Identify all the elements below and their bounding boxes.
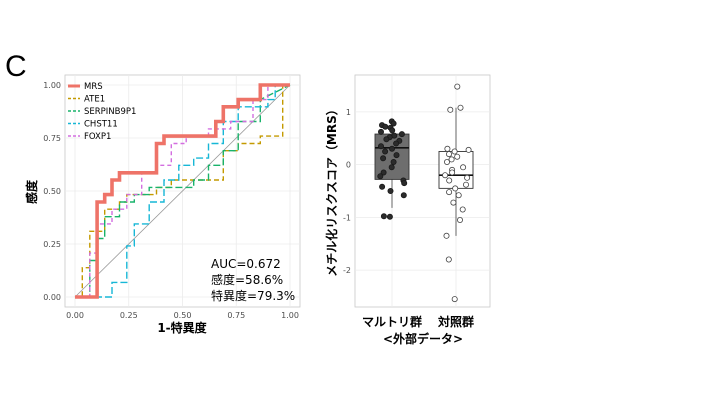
boxplot-series: [374, 83, 474, 303]
boxplot-point: [393, 152, 400, 159]
roc-x-tick-label: 0.25: [120, 311, 138, 320]
roc-series-lines: [75, 83, 291, 299]
roc-x-tick-label: 1.00: [281, 311, 299, 320]
legend-label-mrs: MRS: [84, 82, 103, 92]
boxplot-point: [451, 148, 458, 155]
boxplot-point: [456, 216, 463, 223]
boxplot-category-label-1: 対照群: [437, 314, 474, 329]
boxplot-y-tick-label: -1: [343, 213, 351, 222]
roc-y-tick-label: 0.50: [43, 187, 61, 196]
boxplot-point: [390, 120, 397, 127]
boxplot-y-tick-label: 0: [346, 161, 351, 170]
legend-label-chst11: CHST11: [84, 120, 118, 130]
boxplot-point: [380, 169, 387, 176]
boxplot-point: [377, 128, 384, 135]
boxplot-point: [448, 156, 455, 163]
roc-x-tick-labels: 0.00 0.25 0.50 0.75 1.00: [66, 311, 299, 320]
roc-line-foxp1: [75, 84, 290, 298]
roc-x-tick-label: 0.75: [227, 311, 245, 320]
boxplot-point: [449, 169, 456, 176]
boxplot-point: [382, 123, 389, 130]
boxplot-point: [454, 153, 461, 160]
boxplot-point: [390, 158, 397, 165]
roc-y-tick-labels: 0.00 0.25 0.50 0.75 1.00: [43, 81, 61, 302]
boxplot-point: [380, 155, 387, 162]
boxplot-point: [401, 180, 408, 187]
boxplot-point: [400, 192, 407, 199]
roc-y-axis-title: 感度: [24, 179, 39, 204]
boxplot-point: [442, 172, 449, 179]
auc-annotation: AUC=0.672: [211, 257, 281, 271]
roc-x-axis-title: 1-特異度: [157, 320, 207, 335]
boxplot-y-tick-label: -2: [343, 266, 351, 275]
boxplot-point: [377, 173, 384, 180]
roc-y-tick-label: 0.75: [43, 134, 61, 143]
roc-line-ate1: [75, 84, 290, 298]
roc-legend: MRS ATE1 SERPINB9P1 CHST11 FOXP1: [68, 82, 136, 142]
boxplot-point: [457, 104, 464, 111]
boxplot-point: [388, 164, 395, 171]
boxplot-point: [443, 158, 450, 165]
boxplot-chart: -2 -1 0 1 マルトリ群 対照群 <外部データ> メチル化リスクスコア（MRS）: [324, 74, 491, 346]
boxplot-point: [387, 187, 394, 194]
roc-x-tick-label: 0.00: [66, 311, 84, 320]
boxplot-point: [446, 177, 453, 184]
boxplot-point: [383, 136, 390, 143]
boxplot-point: [398, 131, 405, 138]
boxplot-point: [389, 127, 396, 134]
boxplot-point: [380, 213, 387, 220]
boxplot-point: [452, 185, 459, 192]
boxplot-y-axis-title: メチル化リスクスコア（MRS）: [324, 103, 339, 276]
boxplot-box: [374, 133, 410, 180]
boxplot-y-tick-labels: -2 -1 0 1: [343, 108, 351, 275]
boxplot-point: [388, 145, 395, 152]
boxplot-point: [443, 232, 450, 239]
boxplot-y-tick-label: 1: [346, 108, 351, 117]
boxplot-point: [450, 199, 457, 206]
roc-chart: 0.00 0.25 0.50 0.75 1.00 0.00 0.25 0.50 0.75 1.0…: [24, 74, 301, 335]
boxplot-point: [447, 106, 454, 113]
roc-y-tick-label: 0.25: [43, 240, 61, 249]
roc-y-tick-label: 0.00: [43, 293, 61, 302]
legend-label-ate1: ATE1: [84, 95, 105, 105]
boxplot-point: [445, 256, 452, 263]
boxplot-point: [444, 145, 451, 152]
roc-y-tick-label: 1.00: [43, 81, 61, 90]
boxplot-point: [462, 181, 469, 188]
boxplot-point: [386, 213, 393, 220]
boxplot-point: [446, 189, 453, 196]
sensitivity-annotation: 感度=58.6%: [211, 272, 283, 287]
panel-label: C: [5, 50, 27, 83]
boxplot-point: [393, 140, 400, 147]
roc-x-tick-label: 0.50: [174, 311, 192, 320]
boxplot-point: [454, 83, 461, 90]
boxplot-point: [464, 174, 471, 181]
boxplot-point: [465, 146, 472, 153]
boxplot-x-axis-title: <外部データ>: [383, 331, 463, 346]
boxplot-category-label-0: マルトリ群: [362, 314, 422, 329]
boxplot-point: [459, 206, 466, 213]
boxplot-point: [377, 143, 384, 150]
roc-reference-diagonal: [74, 84, 291, 298]
boxplot-point: [445, 151, 452, 158]
boxplot-point: [460, 164, 467, 171]
boxplot-point: [379, 183, 386, 190]
legend-label-serpinb9p1: SERPINB9P1: [84, 107, 136, 117]
roc-line-chst11: [75, 84, 290, 298]
boxplot-point: [455, 192, 462, 199]
boxplot-point: [382, 148, 389, 155]
specificity-annotation: 特異度=79.3%: [211, 288, 295, 303]
boxplot-point: [451, 296, 458, 303]
roc-line-mrs: [75, 83, 290, 299]
boxplot-plot-area: [354, 74, 491, 308]
legend-label-foxp1: FOXP1: [84, 132, 111, 142]
